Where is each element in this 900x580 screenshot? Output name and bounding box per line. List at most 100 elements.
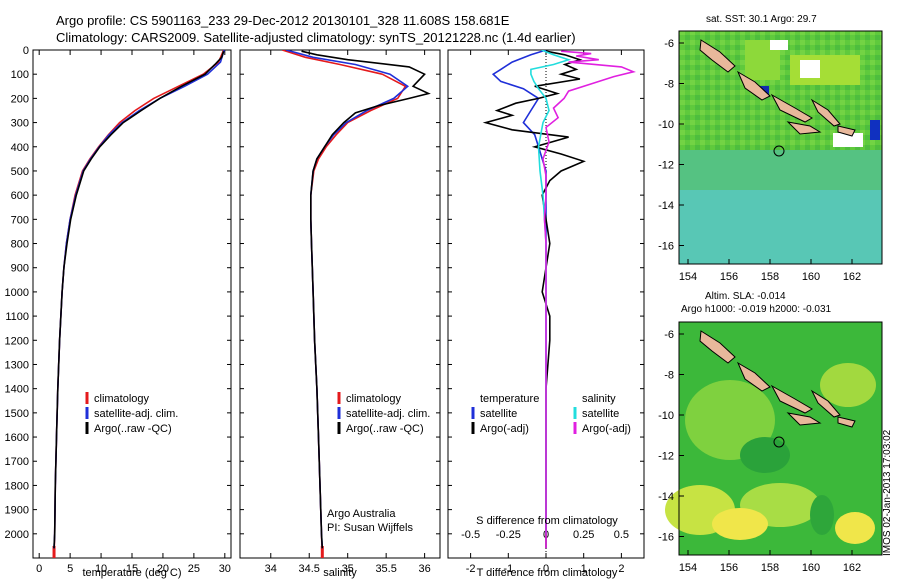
map-x-tick-label: 160 [802,271,820,283]
y-tick-label: 900 [11,263,29,275]
argo-australia-note: Argo Australia [327,508,396,520]
legend-label-satellite: satellite-adj. clim. [94,408,178,420]
y-tick-label: 600 [11,190,29,202]
y-tick-label: 700 [11,214,29,226]
y-tick-label: 300 [11,118,29,130]
map-x-tick-label: 154 [679,562,697,574]
sla-map [665,321,883,556]
sla-map-title-line1: Altim. SLA: -0.014 [705,291,786,302]
chart-title-line1: Argo profile: CS 5901163_233 29-Dec-2012… [56,13,510,28]
sst-map [678,30,883,265]
island-isabel [770,93,813,123]
y-tick-label: 1400 [5,384,29,396]
island-choiseul [736,361,771,392]
sla-anomaly [820,363,876,407]
sst-cold-pixel [870,120,880,140]
y-tick-label: 0 [23,45,29,57]
y-tick-label: 1700 [5,456,29,468]
temperature-plot-frame [32,49,232,559]
x-tick-label: -1 [503,563,513,575]
y-tick-label: 1200 [5,335,29,347]
x-tick-label: 2 [618,563,624,575]
pi-note: PI: Susan Wijffels [327,522,413,534]
sla-anomaly [810,495,834,535]
map-y-tick-label: -14 [658,491,674,503]
legend-label-t-satellite: satellite [480,408,517,420]
series-line-satellite-adj-clim- [285,50,410,549]
island-malaita [810,98,841,127]
x-tick-label: -2 [466,563,476,575]
legend-label-climatology: climatology [346,393,402,405]
x-tick-label: 5 [67,563,73,575]
difference-legend: temperature salinity satellite Argo(-adj… [471,393,631,435]
x-tick-label: 35.5 [375,563,396,575]
island-choiseul [736,70,771,101]
argo-location-marker [773,145,785,157]
y-tick-label: 1100 [5,311,29,323]
y-tick-label: 1300 [5,359,29,371]
x-tick-label: 35 [342,563,354,575]
x-tick-label: 25 [188,563,200,575]
salinity-plot-frame [239,49,441,559]
x-tick-label: 1 [581,563,587,575]
legend-title-salinity: salinity [582,393,616,405]
y-tick-label: 1600 [5,432,29,444]
series-line-t-argo-adj- [482,50,586,549]
map-y-tick-label: -12 [658,451,674,463]
sst-missing-data [833,133,863,147]
imos-timestamp: IMOS 02-Jan-2013 17:03:02 [882,429,893,556]
t-difference-xlabel: T difference from climatology [477,567,618,579]
x-tick-label: 0 [36,563,42,575]
y-tick-label: 400 [11,142,29,154]
map-x-tick-label: 160 [802,562,820,574]
map-y-tick-label: -6 [664,329,674,341]
y-tick-label: 2000 [5,529,29,541]
sla-map-frame [678,321,883,556]
series-line-satellite-adj-clim- [53,50,225,549]
sst-coolest-band [679,190,882,264]
legend-label-climatology: climatology [94,393,150,405]
sst-missing-data [800,60,820,78]
map-x-tick-label: 156 [720,271,738,283]
map-y-tick-label: -8 [664,370,674,382]
y-tick-label: 1900 [5,505,29,517]
island-guadalcanal [786,121,822,135]
map-y-tick-label: -6 [664,38,674,50]
map-x-tick-label: 156 [720,562,738,574]
island-makira [837,416,856,428]
series-line-s-argo-adj- [542,50,636,549]
series-line-climatology [282,50,407,558]
y-tick-label: 1800 [5,480,29,492]
x-tick-label: 0 [543,563,549,575]
s-tick-label: 0.5 [614,529,629,541]
s-tick-label: -0.25 [496,529,521,541]
y-tick-label: 800 [11,239,29,251]
legend-label-s-argo: Argo(-adj) [582,423,631,435]
argo-location-marker [773,436,785,448]
x-tick-label: 20 [157,563,169,575]
legend-title-temperature: temperature [480,393,539,405]
series-line-climatology [53,50,225,558]
legend-label-argo: Argo(..raw -QC) [94,423,172,435]
sla-map-title-line2: Argo h1000: -0.019 h2000: -0.031 [681,304,832,315]
series-line-argo-raw-qc- [301,50,431,549]
y-tick-label: 500 [11,166,29,178]
s-difference-label: S difference from climatology [476,515,618,527]
sst-map-title: sat. SST: 30.1 Argo: 29.7 [706,14,817,25]
island-makira [837,125,856,137]
map-y-tick-label: -14 [658,200,674,212]
legend-label-satellite: satellite-adj. clim. [346,408,430,420]
salinity-legend: climatology satellite-adj. clim. Argo(..… [327,392,430,534]
island-isabel [770,384,813,414]
legend-label-s-satellite: satellite [582,408,619,420]
x-tick-label: 34.5 [299,563,320,575]
island-malaita [810,389,841,418]
map-x-tick-label: 154 [679,271,697,283]
sla-anomaly [712,508,768,540]
x-tick-label: 36 [418,563,430,575]
map-x-tick-label: 162 [843,562,861,574]
s-tick-label: -0.5 [461,529,480,541]
map-y-tick-label: -8 [664,79,674,91]
x-tick-label: 10 [95,563,107,575]
